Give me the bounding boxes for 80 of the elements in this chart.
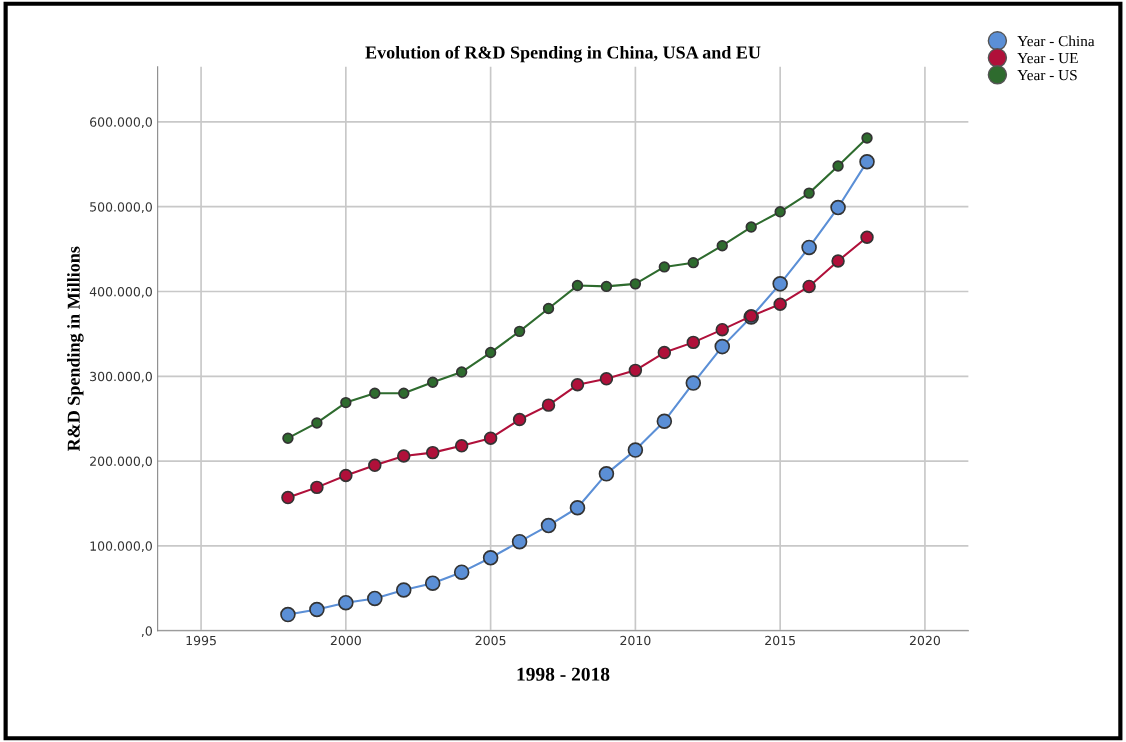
- point: [832, 160, 844, 172]
- point: [309, 601, 325, 618]
- point: [397, 449, 411, 463]
- point: [685, 375, 702, 391]
- point: [861, 132, 873, 144]
- y-tick-label: 400.000,0: [89, 286, 152, 298]
- x-tick-label: 1995: [186, 635, 216, 646]
- point: [398, 387, 410, 399]
- x-tick-label: 2005: [475, 635, 506, 646]
- y-tick-label: 500.000,0: [90, 202, 152, 213]
- point: [629, 278, 642, 290]
- legend-label: Year - US: [1017, 70, 1077, 81]
- point: [453, 564, 470, 580]
- point: [369, 387, 381, 399]
- point: [367, 590, 383, 607]
- point: [598, 466, 615, 482]
- point: [860, 230, 874, 244]
- point: [511, 533, 528, 550]
- point: [310, 480, 324, 495]
- point: [282, 432, 294, 444]
- point: [716, 240, 728, 252]
- point: [830, 199, 846, 216]
- point: [686, 335, 701, 350]
- point: [859, 153, 875, 170]
- point: [541, 398, 556, 412]
- point: [338, 594, 354, 611]
- point: [340, 396, 352, 409]
- x-axis-title: 1998 - 2018: [517, 667, 610, 681]
- point: [570, 378, 585, 392]
- x-tick-label: 2020: [909, 635, 940, 646]
- y-tick-label: 600.000,0: [90, 117, 152, 129]
- point: [424, 575, 441, 591]
- point: [571, 279, 584, 292]
- point: [281, 490, 295, 505]
- point: [484, 346, 497, 359]
- y-tick-label: 200.000,0: [90, 456, 152, 468]
- point: [772, 276, 788, 292]
- point: [395, 582, 412, 598]
- point: [802, 279, 816, 294]
- point: [454, 439, 469, 453]
- point: [715, 322, 729, 337]
- point: [600, 280, 613, 293]
- point: [599, 372, 614, 386]
- point: [542, 302, 555, 315]
- point: [482, 549, 499, 566]
- point: [831, 254, 845, 268]
- legend-label: Year - UE: [1017, 53, 1078, 64]
- point: [311, 417, 323, 429]
- y-axis-title: R&D Spending in Millions: [67, 246, 84, 452]
- point: [455, 366, 468, 378]
- point: [513, 325, 526, 338]
- point: [628, 363, 643, 378]
- point: [803, 187, 815, 199]
- point: [801, 239, 817, 256]
- point: [745, 221, 757, 233]
- y-tick-label: 300.000,0: [90, 371, 152, 383]
- point: [368, 458, 382, 473]
- point: [656, 413, 673, 430]
- point: [483, 431, 498, 445]
- point: [773, 297, 787, 311]
- x-tick-label: 2000: [330, 635, 361, 646]
- point: [774, 206, 786, 218]
- point: [657, 345, 672, 360]
- y-tick-label: 100.000,0: [90, 541, 152, 553]
- point: [658, 261, 671, 273]
- x-tick-label: 2015: [765, 635, 795, 646]
- point: [687, 256, 699, 269]
- legend-label: Year - China: [1017, 35, 1095, 47]
- point: [714, 338, 731, 355]
- x-tick-label: 2010: [620, 635, 651, 646]
- point: [569, 499, 586, 516]
- point: [540, 517, 557, 534]
- point: [512, 412, 527, 427]
- y-tick-label: ,0: [141, 626, 152, 637]
- chart-title: Evolution of R&D Spending in China, USA and EU: [365, 45, 761, 63]
- point: [280, 606, 296, 623]
- point: [339, 468, 353, 483]
- point: [627, 442, 644, 458]
- point: [427, 376, 439, 388]
- point: [425, 445, 440, 460]
